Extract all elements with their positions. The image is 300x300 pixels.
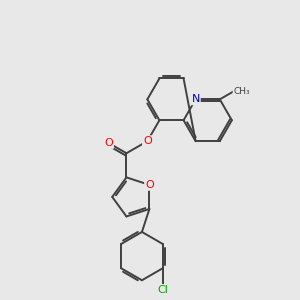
- Text: CH₃: CH₃: [233, 87, 250, 96]
- Text: Cl: Cl: [158, 285, 168, 295]
- Text: N: N: [191, 94, 200, 104]
- Text: O: O: [143, 136, 152, 146]
- Text: O: O: [104, 138, 113, 148]
- Text: O: O: [145, 180, 154, 190]
